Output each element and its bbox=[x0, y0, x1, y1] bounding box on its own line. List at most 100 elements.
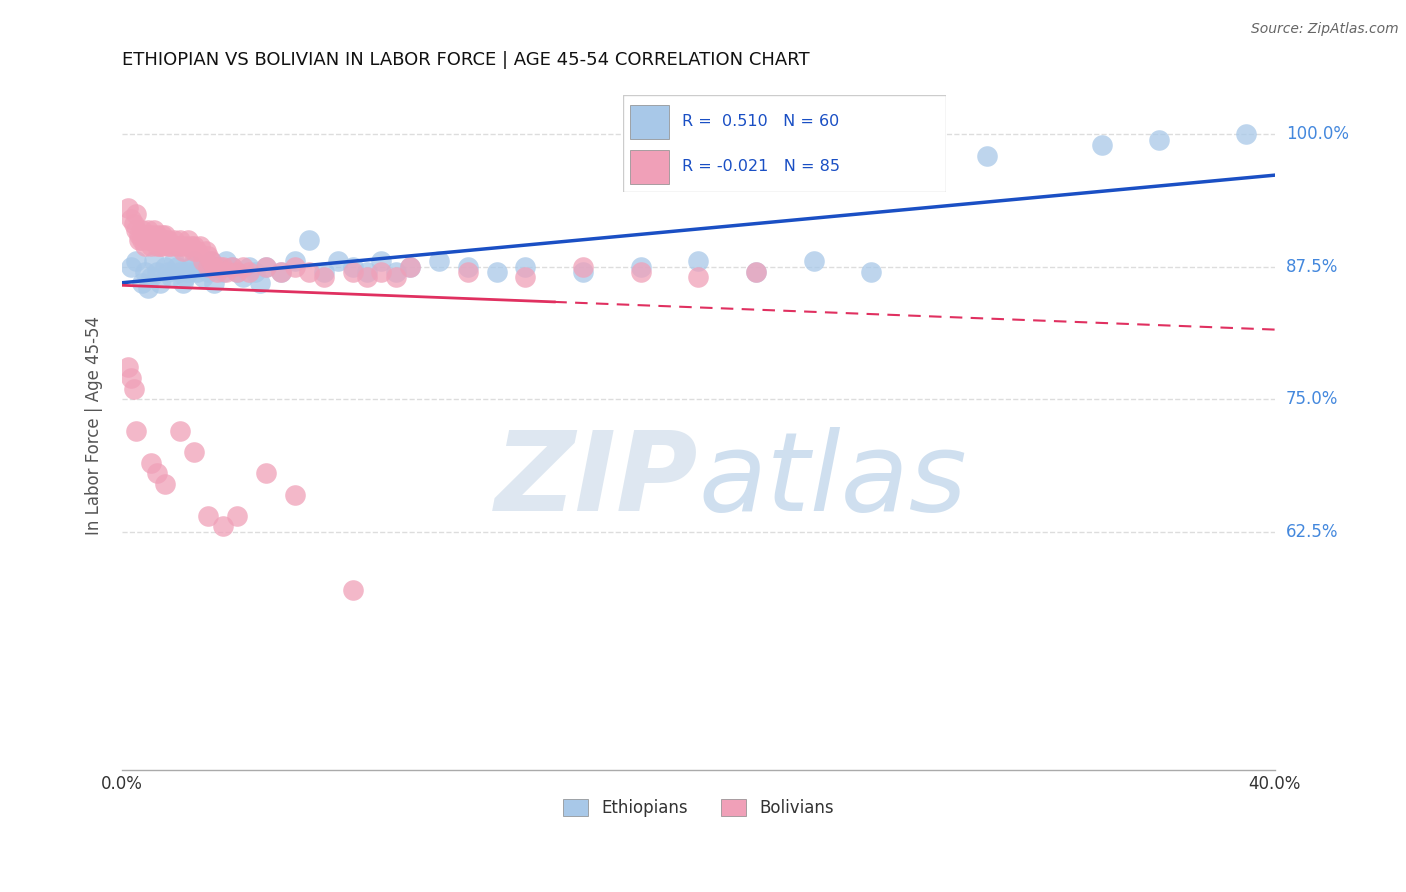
Point bbox=[152, 227, 174, 242]
Point bbox=[174, 238, 197, 252]
Point bbox=[688, 254, 710, 268]
Y-axis label: In Labor Force | Age 45-54: In Labor Force | Age 45-54 bbox=[86, 316, 103, 535]
Point bbox=[163, 233, 186, 247]
Point bbox=[1091, 137, 1114, 152]
Point bbox=[155, 233, 177, 247]
Point bbox=[342, 260, 364, 274]
Point bbox=[200, 254, 222, 268]
Point bbox=[328, 254, 350, 268]
Legend: Ethiopians, Bolivians: Ethiopians, Bolivians bbox=[557, 792, 841, 823]
Text: 100.0%: 100.0% bbox=[1286, 125, 1348, 144]
Point bbox=[212, 265, 235, 279]
Point bbox=[191, 270, 214, 285]
Point bbox=[142, 233, 165, 247]
Point bbox=[169, 265, 191, 279]
Point bbox=[688, 270, 710, 285]
Point bbox=[212, 260, 235, 274]
Point bbox=[166, 238, 188, 252]
Point bbox=[385, 270, 408, 285]
Point bbox=[226, 265, 249, 279]
Point bbox=[208, 260, 231, 274]
Point bbox=[145, 227, 167, 242]
Point bbox=[254, 260, 277, 274]
Point bbox=[232, 260, 254, 274]
Point bbox=[572, 265, 595, 279]
Point bbox=[120, 260, 142, 274]
Point bbox=[122, 218, 145, 232]
Point bbox=[197, 260, 219, 274]
Point bbox=[205, 265, 228, 279]
Point bbox=[145, 265, 167, 279]
Text: 62.5%: 62.5% bbox=[1286, 523, 1339, 541]
Point bbox=[128, 227, 150, 242]
Point bbox=[117, 360, 139, 375]
Point bbox=[166, 260, 188, 274]
Point bbox=[183, 238, 205, 252]
Point bbox=[205, 260, 228, 274]
Point bbox=[191, 254, 214, 268]
Point bbox=[803, 254, 825, 268]
Point bbox=[163, 254, 186, 268]
Point bbox=[515, 260, 537, 274]
Point bbox=[270, 265, 292, 279]
Point bbox=[342, 265, 364, 279]
Text: Source: ZipAtlas.com: Source: ZipAtlas.com bbox=[1251, 22, 1399, 37]
Point bbox=[298, 265, 321, 279]
Point bbox=[142, 254, 165, 268]
Point bbox=[284, 254, 307, 268]
Point bbox=[157, 238, 180, 252]
Point bbox=[238, 260, 260, 274]
Point bbox=[186, 244, 208, 258]
Point bbox=[183, 445, 205, 459]
Point bbox=[188, 238, 211, 252]
Point bbox=[212, 519, 235, 533]
Point bbox=[630, 265, 652, 279]
Point bbox=[134, 238, 156, 252]
Point bbox=[232, 270, 254, 285]
Point bbox=[200, 254, 222, 268]
Point bbox=[215, 265, 238, 279]
Point bbox=[572, 260, 595, 274]
Point bbox=[131, 222, 153, 236]
Point bbox=[860, 265, 883, 279]
Point bbox=[202, 276, 225, 290]
Point bbox=[120, 371, 142, 385]
Point bbox=[226, 265, 249, 279]
Point bbox=[221, 260, 243, 274]
Point bbox=[172, 276, 194, 290]
Point bbox=[183, 254, 205, 268]
Point bbox=[356, 270, 378, 285]
Point bbox=[457, 260, 479, 274]
Point bbox=[183, 244, 205, 258]
Point bbox=[630, 260, 652, 274]
Point bbox=[142, 222, 165, 236]
Point bbox=[312, 265, 335, 279]
Point bbox=[131, 276, 153, 290]
Point bbox=[188, 260, 211, 274]
Text: ZIP: ZIP bbox=[495, 427, 699, 534]
Point bbox=[194, 244, 217, 258]
Point bbox=[186, 265, 208, 279]
Point bbox=[139, 456, 162, 470]
Point bbox=[485, 265, 508, 279]
Point bbox=[238, 265, 260, 279]
Point bbox=[134, 227, 156, 242]
Point bbox=[243, 265, 266, 279]
Point bbox=[197, 249, 219, 263]
Text: ETHIOPIAN VS BOLIVIAN IN LABOR FORCE | AGE 45-54 CORRELATION CHART: ETHIOPIAN VS BOLIVIAN IN LABOR FORCE | A… bbox=[122, 51, 810, 69]
Point bbox=[125, 254, 148, 268]
Point bbox=[370, 265, 392, 279]
Point bbox=[160, 238, 183, 252]
Point bbox=[134, 265, 156, 279]
Point bbox=[139, 227, 162, 242]
Point bbox=[745, 265, 768, 279]
Point bbox=[152, 238, 174, 252]
Point bbox=[249, 276, 271, 290]
Point bbox=[120, 212, 142, 227]
Point bbox=[136, 233, 159, 247]
Point bbox=[1149, 133, 1171, 147]
Point bbox=[457, 265, 479, 279]
Point bbox=[155, 227, 177, 242]
Point bbox=[385, 265, 408, 279]
Point bbox=[370, 254, 392, 268]
